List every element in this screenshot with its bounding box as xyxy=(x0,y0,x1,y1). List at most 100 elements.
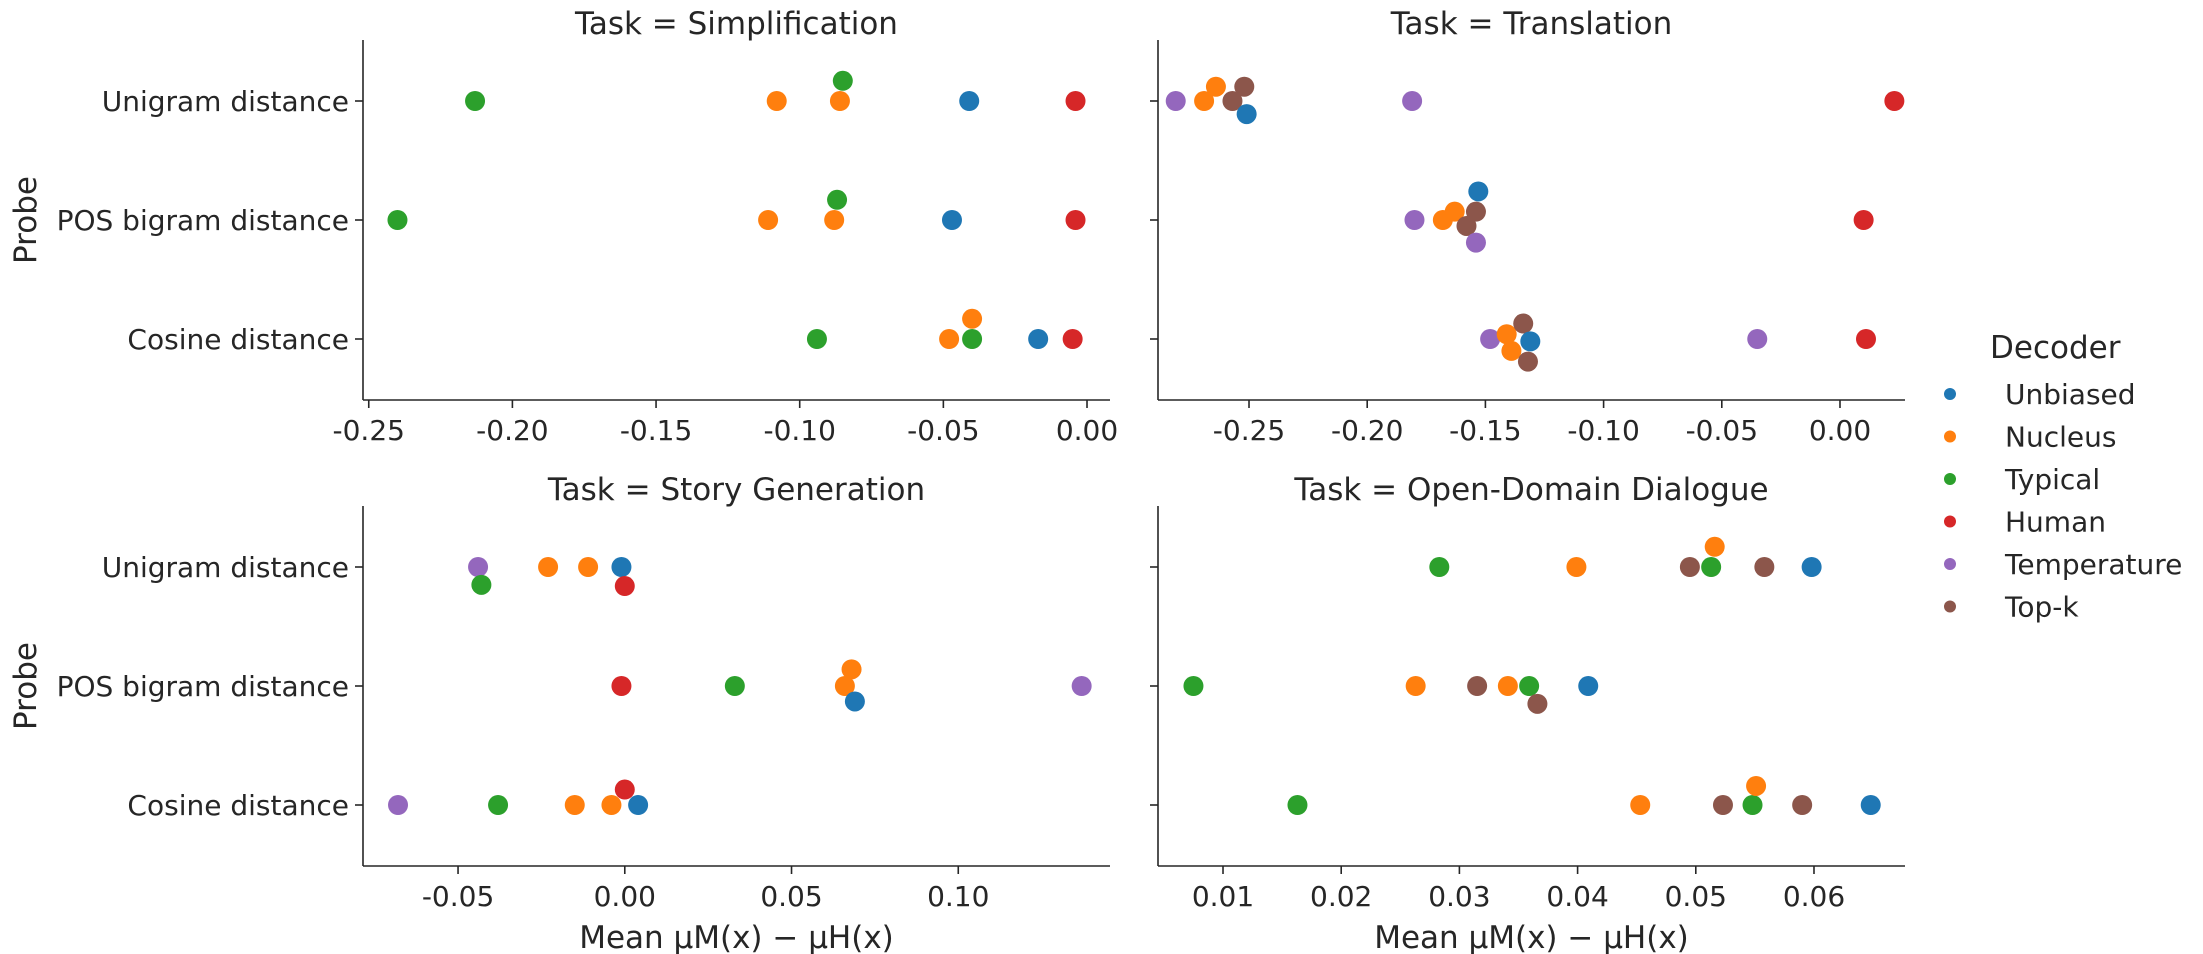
point-top-k xyxy=(1222,91,1243,111)
legend: Decoder Unbiased Nucleus Typical Human Tempe… xyxy=(1944,330,2182,624)
panel-3: Task = Story Generation -0.05 0.00 0.05 0.10… xyxy=(8,472,1110,954)
point-human xyxy=(1855,329,1876,349)
y-tick-label: Unigram distance xyxy=(102,85,349,118)
point-nucleus xyxy=(1497,676,1518,696)
x-tick-label: -0.15 xyxy=(620,414,692,447)
y-tick-label: POS bigram distance xyxy=(57,204,349,237)
x-tick-label: 0.05 xyxy=(1665,880,1727,913)
y-tick-label: Cosine distance xyxy=(127,789,349,822)
point-human xyxy=(614,779,635,800)
point-nucleus xyxy=(962,308,983,329)
x-tick-label: 0.06 xyxy=(1783,880,1845,913)
point-nucleus xyxy=(939,329,960,349)
point-typical xyxy=(827,189,848,210)
y-axis-label: Probe xyxy=(8,176,44,264)
point-unbiased xyxy=(611,557,632,577)
y-axis-label: Probe xyxy=(8,642,44,730)
point-typical xyxy=(832,70,853,91)
legend-label-top-k: Top-k xyxy=(2004,591,2079,624)
point-nucleus xyxy=(829,91,850,111)
x-tick-label: -0.05 xyxy=(907,414,979,447)
point-nucleus xyxy=(834,676,855,696)
panel-2: Task = Translation -0.25 -0.20 -0.15 -0.10 -0… xyxy=(1150,6,1905,447)
legend-label-human: Human xyxy=(2005,506,2106,539)
x-tick-label: 0.05 xyxy=(760,880,822,913)
point-nucleus xyxy=(1630,795,1651,815)
point-nucleus xyxy=(766,91,787,111)
point-typical xyxy=(387,210,408,230)
point-typical xyxy=(1183,676,1204,696)
y-tick-label: POS bigram distance xyxy=(57,670,349,703)
point-top-k xyxy=(1517,351,1538,372)
point-temperature xyxy=(1402,91,1423,111)
point-human xyxy=(614,576,635,597)
point-temperature xyxy=(1165,91,1186,111)
point-nucleus xyxy=(1501,340,1522,361)
point-nucleus xyxy=(1194,91,1215,111)
x-tick-label: 0.00 xyxy=(1809,414,1871,447)
point-nucleus xyxy=(1566,557,1587,577)
point-top-k xyxy=(1465,201,1486,222)
point-typical xyxy=(465,91,486,111)
point-nucleus xyxy=(1704,536,1725,557)
x-tick-label: 0.01 xyxy=(1192,880,1254,913)
point-nucleus xyxy=(1444,201,1465,222)
panel-1: Task = Simplification -0.25 -0.20 -0.15 -0.1… xyxy=(8,6,1118,447)
point-nucleus xyxy=(1496,324,1517,345)
point-nucleus xyxy=(758,210,779,230)
point-temperature xyxy=(468,557,489,577)
point-top-k xyxy=(1754,557,1775,577)
x-tick-label: -0.05 xyxy=(1686,414,1758,447)
point-human xyxy=(1062,329,1083,349)
legend-marker-top-k xyxy=(1944,600,1956,613)
legend-entries: Unbiased Nucleus Typical Human Temperature To… xyxy=(1944,378,2182,624)
point-typical xyxy=(806,329,827,349)
point-nucleus xyxy=(824,210,845,230)
panel-title: Task = Translation xyxy=(1390,6,1673,42)
panel-title: Task = Story Generation xyxy=(547,472,925,508)
x-tick-label: -0.05 xyxy=(422,880,494,913)
x-axis-label: Mean μM(x) − μH(x) xyxy=(579,920,894,954)
point-unbiased xyxy=(1801,557,1822,577)
point-typical xyxy=(488,795,509,815)
point-human xyxy=(1853,210,1874,230)
x-tick-label: -0.25 xyxy=(1213,414,1285,447)
legend-marker-human xyxy=(1944,515,1956,528)
point-typical xyxy=(962,329,983,349)
point-nucleus xyxy=(601,795,622,815)
point-unbiased xyxy=(959,91,980,111)
point-unbiased xyxy=(844,691,865,712)
x-tick-label: -0.25 xyxy=(333,414,405,447)
point-nucleus xyxy=(1405,676,1426,696)
point-human xyxy=(611,676,632,696)
x-tick-label: 0.04 xyxy=(1546,880,1608,913)
panel-4: Task = Open-Domain Dialogue 0.01 0.02 0.03 0… xyxy=(1150,472,1905,954)
point-typical xyxy=(1287,795,1308,815)
x-tick-label: 0.10 xyxy=(927,880,989,913)
point-temperature xyxy=(1071,676,1092,696)
legend-label-nucleus: Nucleus xyxy=(2005,421,2116,454)
panel-title: Task = Open-Domain Dialogue xyxy=(1293,472,1768,508)
point-nucleus xyxy=(1746,775,1767,796)
x-axis-label: Mean μM(x) − μH(x) xyxy=(1374,920,1689,954)
point-nucleus xyxy=(538,557,559,577)
point-typical xyxy=(471,574,492,595)
point-unbiased xyxy=(1468,181,1489,202)
point-temperature xyxy=(1747,329,1768,349)
point-human xyxy=(1884,91,1905,111)
legend-label-temperature: Temperature xyxy=(2004,548,2182,581)
point-typical xyxy=(1519,676,1540,696)
y-tick-label: Unigram distance xyxy=(102,551,349,584)
x-tick-label: -0.15 xyxy=(1449,414,1521,447)
point-human xyxy=(1065,91,1086,111)
panel-title: Task = Simplification xyxy=(574,6,898,42)
legend-title: Decoder xyxy=(1990,330,2121,366)
point-temperature xyxy=(1465,232,1486,253)
legend-label-unbiased: Unbiased xyxy=(2005,378,2136,411)
legend-marker-temperature xyxy=(1944,558,1956,570)
point-nucleus xyxy=(1205,76,1226,97)
x-tick-label: -0.10 xyxy=(1567,414,1639,447)
x-tick-label: 0.02 xyxy=(1310,880,1372,913)
x-tick-label: -0.20 xyxy=(1331,414,1403,447)
